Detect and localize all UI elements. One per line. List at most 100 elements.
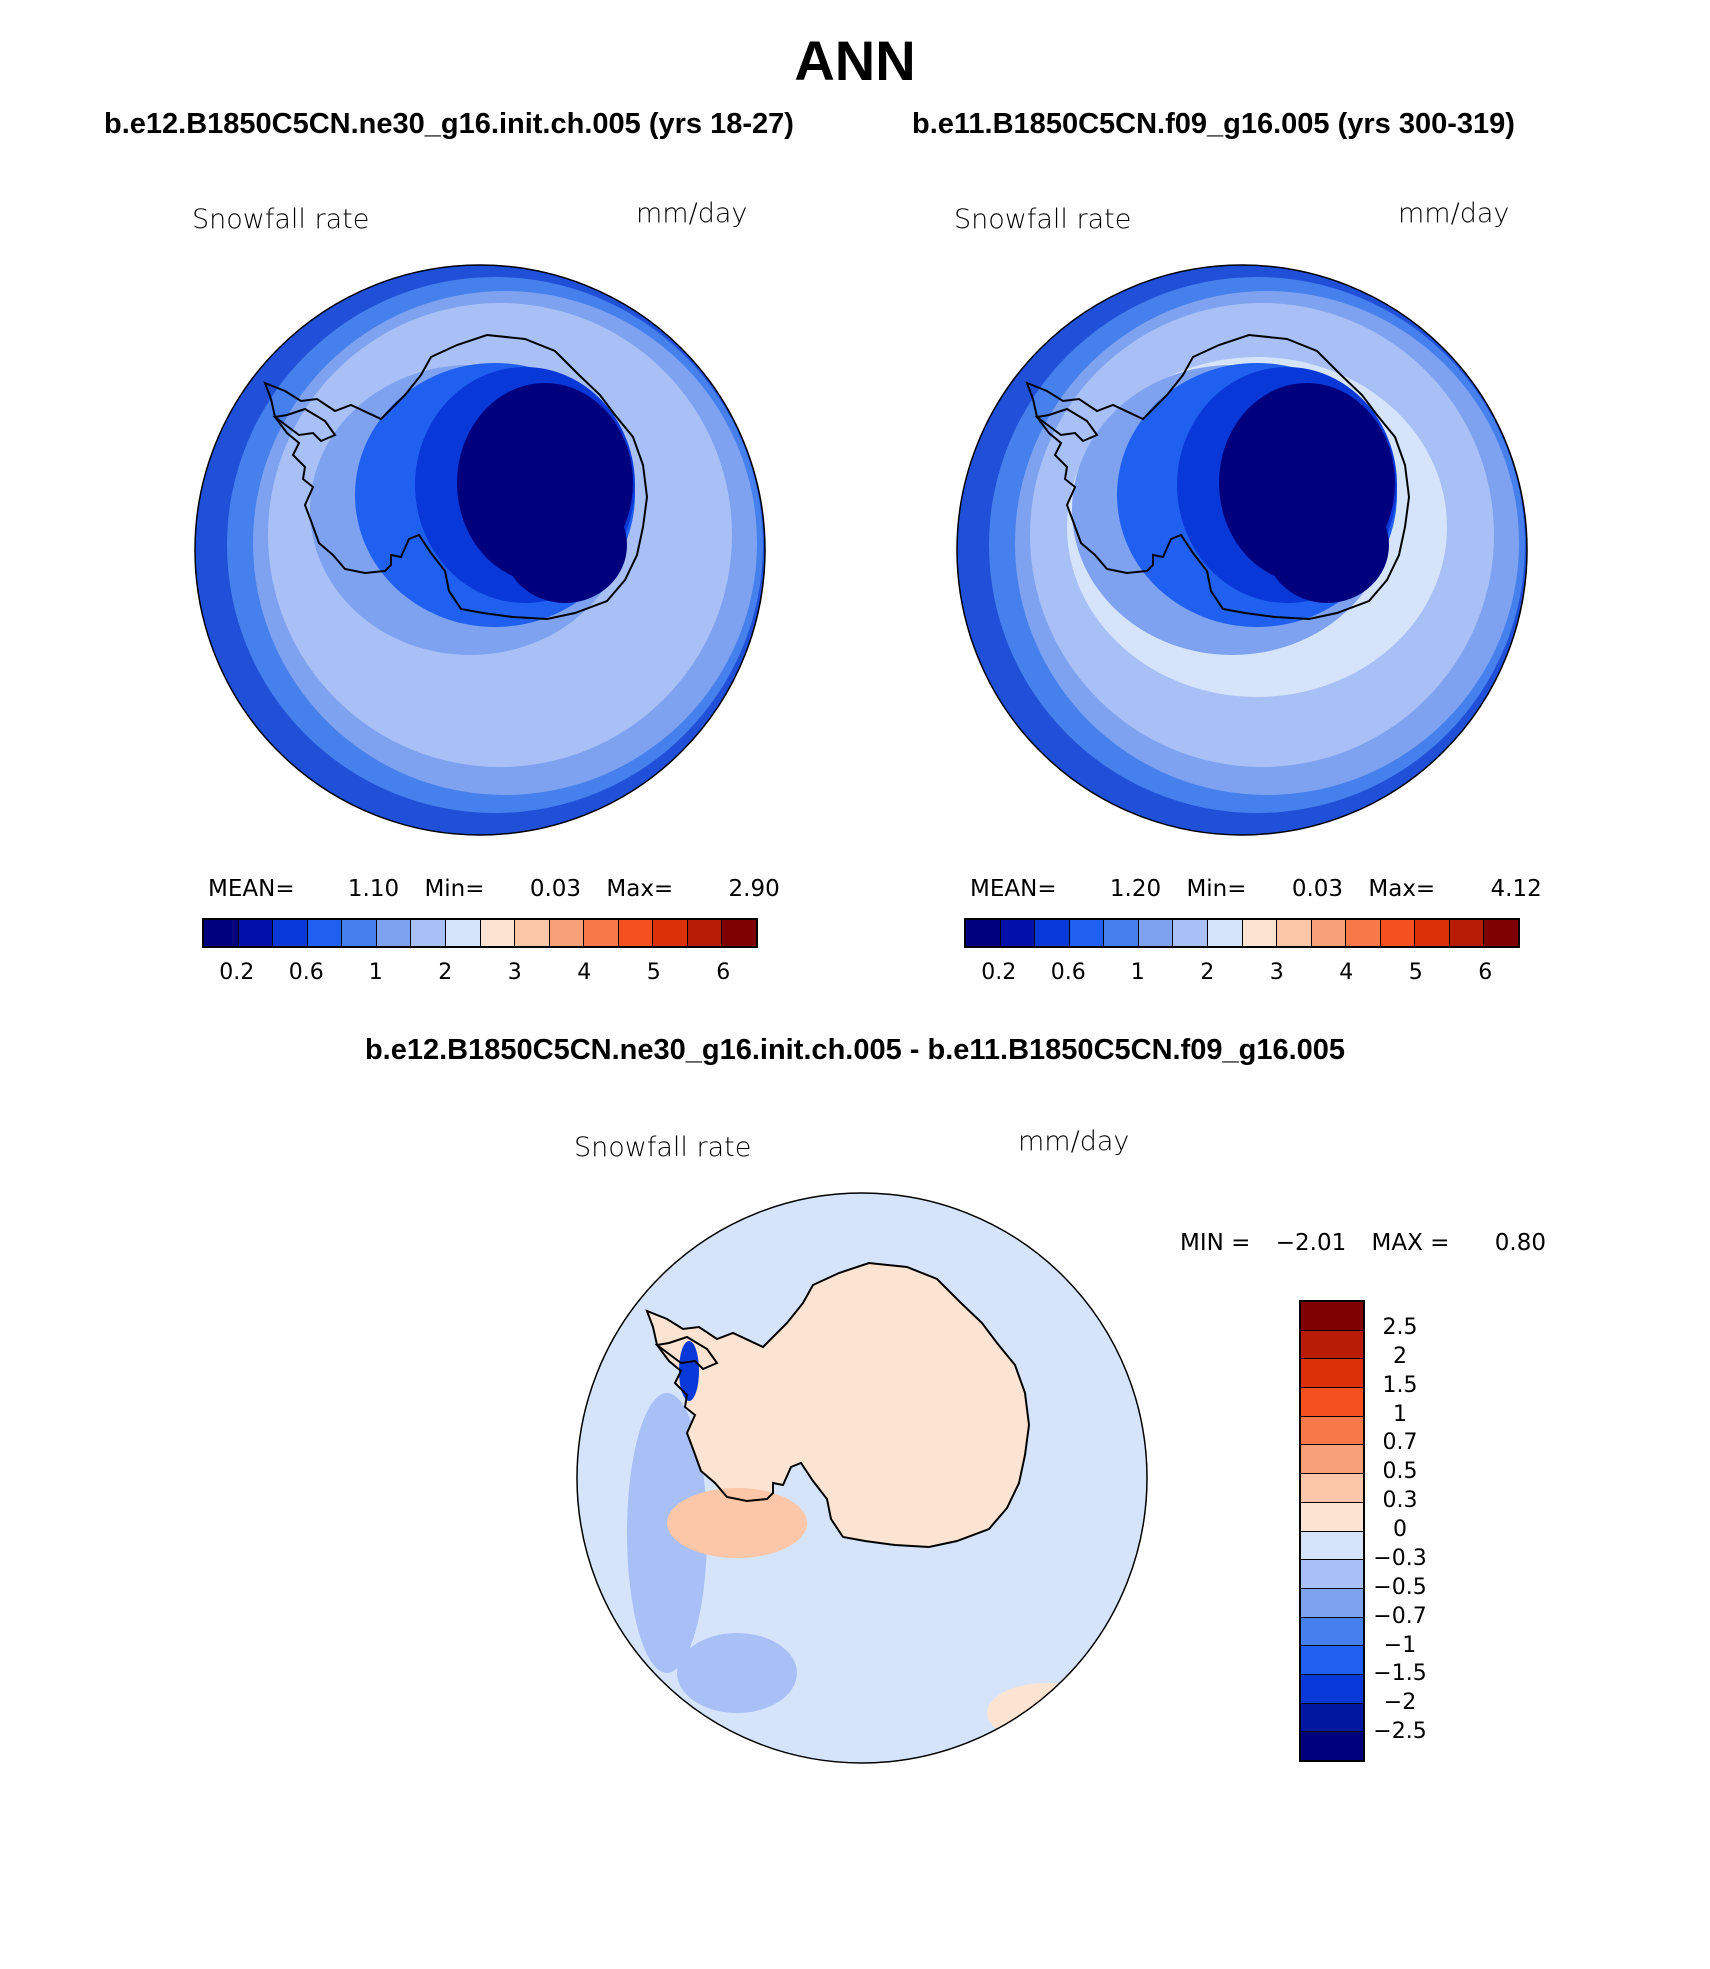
panel3-left-label: Snowfall rate	[574, 1132, 752, 1163]
colorbar-tick-label: −1.5	[1373, 1661, 1427, 1687]
colorbar-cell	[480, 920, 516, 946]
colorbar-cell	[1104, 920, 1139, 946]
colorbar-tick-label: −0.7	[1373, 1603, 1427, 1629]
colorbar-cell	[1484, 920, 1518, 946]
panel2-coastline	[1025, 333, 1411, 621]
panel3-map-border	[576, 1192, 1148, 1764]
panel3-polar-map	[576, 1192, 1148, 1764]
panel1-interior-4	[503, 487, 627, 603]
colorbar-cell	[722, 920, 756, 946]
colorbar-cell	[1311, 920, 1347, 946]
colorbar-tick-label: 1	[1130, 960, 1145, 985]
main-title: ANN	[794, 29, 916, 92]
colorbar-tick-label: −0.3	[1373, 1545, 1427, 1571]
colorbar-cell	[411, 920, 446, 946]
colorbar-tick-label: 0.3	[1382, 1488, 1418, 1514]
colorbar-cell	[584, 920, 619, 946]
panel3-field	[577, 1193, 1147, 1763]
colorbar-cell	[1301, 1359, 1363, 1389]
colorbar-cell	[653, 920, 688, 946]
colorbar-tick-label: −1	[1383, 1632, 1417, 1658]
colorbar-cell	[1301, 1646, 1363, 1675]
panel2-mean-label: MEAN=	[970, 876, 1057, 902]
panel3-min-value: −2.01	[1275, 1230, 1347, 1256]
colorbar-tick-label: 2	[438, 960, 453, 985]
colorbar-tick-label: −2	[1383, 1690, 1417, 1716]
panel1-polar-map	[194, 264, 766, 836]
panel1-units-label: mm/day	[636, 198, 748, 229]
colorbar-tick-label: 0.2	[219, 960, 255, 985]
colorbar-tick-label: 4	[577, 960, 592, 985]
panel3-max-label: MAX =	[1371, 1230, 1450, 1256]
colorbar-cell	[445, 920, 481, 946]
colorbar-tick-label: 0.7	[1382, 1430, 1418, 1456]
colorbar-cell	[1301, 1617, 1363, 1647]
panel2-min-value: 0.03	[1291, 876, 1344, 902]
colorbar-tick-label: −2.5	[1373, 1719, 1427, 1745]
panel3-min-label: MIN =	[1180, 1230, 1251, 1256]
panel1-left-label: Snowfall rate	[192, 204, 370, 235]
panel1-peninsula-coastline	[272, 407, 337, 443]
case2-title: b.e11.B1850C5CN.f09_g16.005 (yrs 300-319…	[912, 108, 1515, 140]
colorbar-cell	[1301, 1588, 1363, 1618]
colorbar-cell	[1000, 920, 1036, 946]
colorbar-cell	[273, 920, 308, 946]
colorbar-tick-label: 5	[646, 960, 661, 985]
panel1-mean-value: 1.10	[347, 876, 400, 902]
colorbar-cell	[1069, 920, 1105, 946]
colorbar-cell	[376, 920, 412, 946]
colorbar-tick-label: 5	[1408, 960, 1423, 985]
colorbar-cell	[238, 920, 274, 946]
colorbar-cell	[549, 920, 585, 946]
panel1-min-label: Min=	[424, 876, 485, 902]
colorbar-cell	[342, 920, 377, 946]
panel3-neg-anomaly-west	[627, 1393, 707, 1673]
panel1-min-value: 0.03	[529, 876, 582, 902]
colorbar-tick-label: 2	[1200, 960, 1215, 985]
colorbar-cell	[1346, 920, 1381, 946]
colorbar-cell	[1301, 1531, 1363, 1561]
panel2-units-label: mm/day	[1398, 198, 1510, 229]
panel1-field	[195, 265, 765, 835]
panel2-mean-value: 1.20	[1109, 876, 1162, 902]
panel3-neg-anomaly-peninsula	[679, 1341, 699, 1401]
panel1-max-value: 2.90	[728, 876, 780, 902]
colorbar-tick-label: −0.5	[1373, 1574, 1427, 1600]
colorbar-cell	[204, 920, 239, 946]
panel1-mean-label: MEAN=	[208, 876, 295, 902]
colorbar-tick-label: 1.5	[1382, 1372, 1418, 1398]
colorbar-cell	[1138, 920, 1174, 946]
case1-title: b.e12.B1850C5CN.ne30_g16.init.ch.005 (yr…	[104, 108, 794, 140]
colorbar-cell	[1173, 920, 1208, 946]
colorbar-tick-label: 3	[1269, 960, 1284, 985]
colorbar-cell	[1301, 1445, 1363, 1475]
colorbar-cell	[1301, 1302, 1363, 1331]
panel3-pos-anomaly-rim	[987, 1683, 1107, 1743]
colorbar-tick-label: 2.5	[1382, 1314, 1418, 1340]
panel3-stats: MIN = −2.01 MAX = 0.80	[1180, 1230, 1564, 1256]
colorbar-cell	[1415, 920, 1450, 946]
colorbar-tick-label: 2	[1393, 1343, 1407, 1369]
panel2-left-label: Snowfall rate	[954, 204, 1132, 235]
panel1-colorbar	[202, 918, 758, 948]
panel3-neg-anomaly-south	[677, 1633, 797, 1713]
colorbar-tick-label: 0	[1393, 1517, 1407, 1542]
colorbar-cell	[1301, 1732, 1363, 1760]
panel1-max-label: Max=	[606, 876, 674, 902]
panel3-peninsula-coastline	[654, 1335, 719, 1371]
colorbar-cell	[1301, 1330, 1363, 1360]
panel3-units-label: mm/day	[1018, 1126, 1130, 1157]
panel2-field	[957, 265, 1527, 835]
colorbar-cell	[1301, 1560, 1363, 1589]
colorbar-tick-label: 6	[1478, 960, 1493, 985]
colorbar-tick-label: 0.5	[1382, 1459, 1418, 1485]
panel1-coastline	[263, 333, 649, 621]
colorbar-cell	[1449, 920, 1485, 946]
colorbar-tick-label: 1	[368, 960, 383, 985]
colorbar-cell	[1301, 1474, 1363, 1503]
colorbar-cell	[307, 920, 343, 946]
panel2-stats: MEAN= 1.20 Min= 0.03 Max= 4.12	[970, 876, 1560, 902]
panel2-polar-map	[956, 264, 1528, 836]
colorbar-cell	[618, 920, 654, 946]
colorbar-cell	[1035, 920, 1070, 946]
